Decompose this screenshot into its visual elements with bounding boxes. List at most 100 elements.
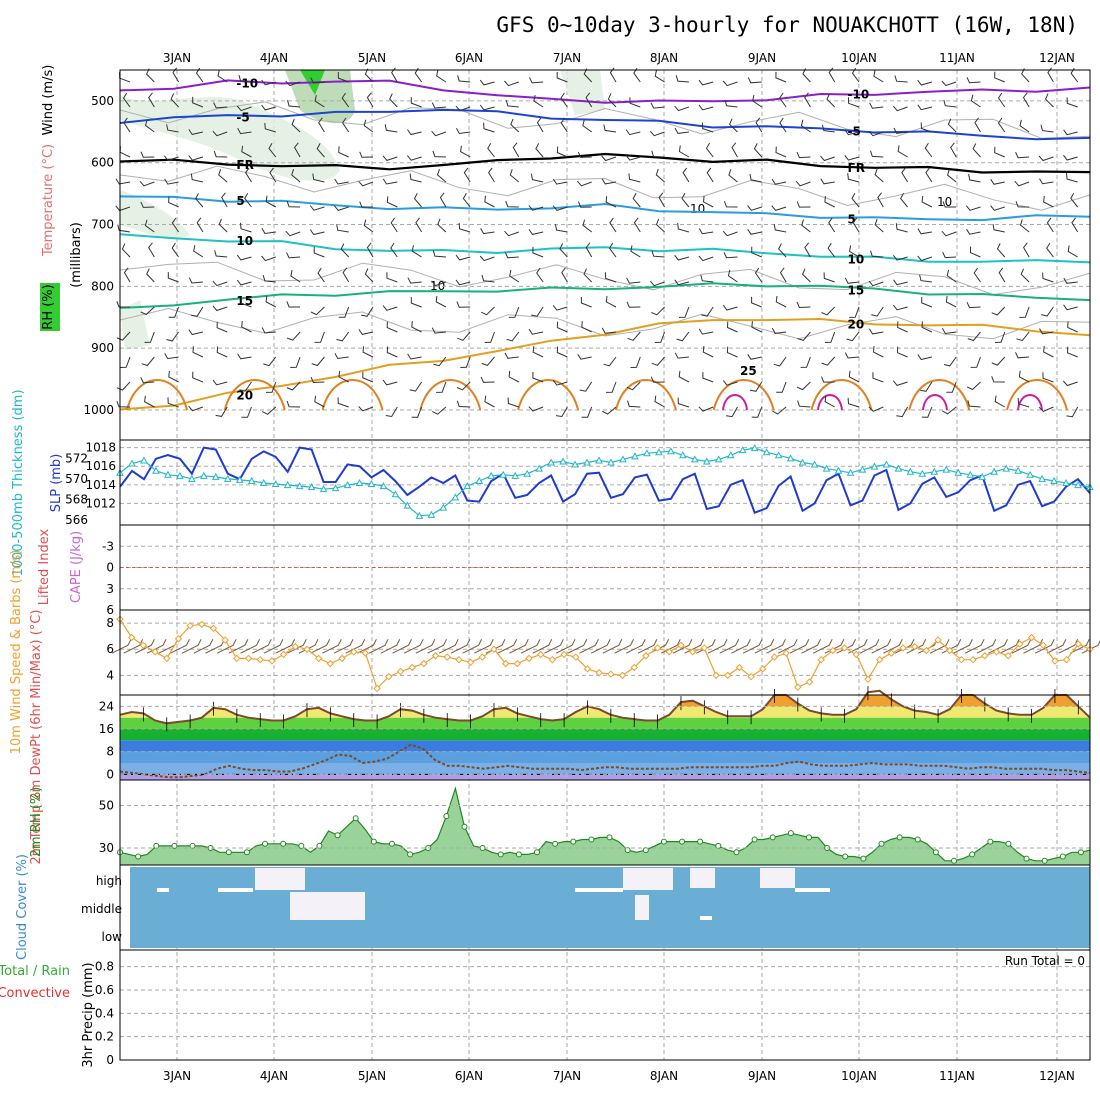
- wind-barb: [188, 277, 203, 284]
- thickness-marker: [786, 454, 795, 462]
- thickness-marker: [810, 460, 819, 468]
- wind-barb: [654, 331, 666, 343]
- wind-barb: [196, 217, 204, 233]
- wind-barb: [310, 376, 325, 384]
- wind-barb-10m: [707, 639, 728, 654]
- precip-convective-label: Convective: [0, 986, 70, 1001]
- rh-marker: [969, 851, 976, 858]
- rh-marker: [298, 842, 305, 849]
- thickness-marker: [283, 481, 292, 489]
- thickness-marker: [319, 485, 328, 493]
- wind-barb-10m: [403, 639, 424, 654]
- wind-barb: [941, 328, 957, 335]
- cloud-gap: [700, 916, 712, 920]
- wind-barb: [311, 356, 325, 367]
- wind-barb: [141, 356, 155, 367]
- wind-barb: [724, 99, 738, 108]
- wind-barb: [236, 105, 252, 112]
- thickness-marker: [535, 464, 543, 472]
- wind-barb: [261, 79, 276, 86]
- wind-barb: [828, 217, 836, 233]
- wind-barb: [336, 224, 349, 233]
- slp-tick: 1012: [85, 496, 116, 510]
- wind-barb: [192, 371, 204, 383]
- thickness-marker: [930, 467, 939, 475]
- wind-barb: [966, 381, 981, 391]
- wind-barb: [947, 169, 957, 183]
- date-label-bottom: 4JAN: [260, 1069, 288, 1083]
- wind-speed-marker: [1027, 633, 1036, 642]
- wind-speed-marker: [431, 652, 440, 660]
- wind-speed-marker: [256, 655, 264, 664]
- rh-marker: [262, 840, 269, 847]
- wind-speed-marker: [127, 633, 136, 642]
- thickness-marker: [152, 466, 160, 474]
- wind-barb: [342, 267, 350, 283]
- wind-speed-marker: [969, 655, 977, 664]
- cloud-level-label: high: [96, 874, 122, 888]
- wind-barb: [651, 306, 665, 316]
- thickness-tick: 570: [65, 472, 88, 486]
- wind-barb: [848, 370, 860, 383]
- wind-barb: [925, 167, 933, 183]
- wind-barb: [510, 118, 520, 133]
- wind-barb: [556, 146, 568, 158]
- wind-barb: [658, 192, 666, 208]
- wind-barb: [728, 169, 738, 183]
- wind-barb: [605, 272, 617, 283]
- wind-barb: [1042, 272, 1054, 283]
- wind-barb: [722, 380, 738, 386]
- wind-barb: [629, 97, 641, 108]
- wind-speed-marker: [1039, 641, 1047, 650]
- slp-tick: 1016: [85, 459, 116, 473]
- isotherm-line: [119, 282, 1091, 309]
- wind-barb: [313, 247, 325, 258]
- isotherm-label: 15: [236, 294, 253, 308]
- wind-barb: [530, 173, 544, 183]
- wind-barb: [627, 400, 641, 408]
- wind-barb: [363, 219, 374, 233]
- thickness-marker: [942, 465, 951, 473]
- wind-barb: [168, 306, 180, 318]
- wind-barb: [171, 242, 180, 258]
- wind-barb: [560, 92, 568, 108]
- wind-barb-10m: [1023, 639, 1044, 654]
- wind-barb: [1016, 331, 1030, 342]
- thickness-marker: [870, 462, 879, 470]
- wind-barb: [698, 328, 714, 335]
- wind-barb-10m: [614, 639, 634, 654]
- wind-barb: [504, 230, 519, 237]
- wind-barb: [1046, 242, 1054, 258]
- wind-barb-10m: [731, 639, 751, 654]
- wind-barb: [431, 327, 446, 334]
- wind-barb: [334, 205, 349, 211]
- cloud-level-label: middle: [81, 902, 122, 916]
- wind-speed-marker: [992, 648, 1001, 656]
- wind-barb: [552, 178, 568, 185]
- thickness-marker: [595, 456, 603, 464]
- wind-barb: [771, 205, 787, 211]
- rh-marker: [932, 849, 939, 856]
- wind-speed-marker: [688, 648, 697, 656]
- wind-barb-10m: [953, 639, 973, 654]
- thickness-marker: [858, 465, 867, 473]
- wind-barb: [917, 79, 933, 86]
- wind-barb: [293, 142, 301, 158]
- wind-barb-10m: [719, 639, 740, 654]
- wind-barb: [605, 196, 617, 208]
- wind-barb: [556, 72, 568, 83]
- wind-barb: [437, 218, 447, 233]
- wind-barb: [828, 67, 836, 83]
- wind-speed-marker: [209, 624, 218, 633]
- wind-barb: [773, 223, 787, 233]
- wind-barb: [237, 353, 252, 360]
- rh-marker: [171, 842, 178, 849]
- wind-barb: [826, 93, 836, 108]
- wind-barb: [119, 72, 131, 83]
- wind-barb: [943, 99, 957, 108]
- wind-barb: [626, 277, 641, 284]
- wind-barb: [899, 193, 908, 208]
- thickness-marker: [762, 448, 771, 456]
- wind-barb: [241, 406, 252, 418]
- wind-barb: [726, 346, 738, 358]
